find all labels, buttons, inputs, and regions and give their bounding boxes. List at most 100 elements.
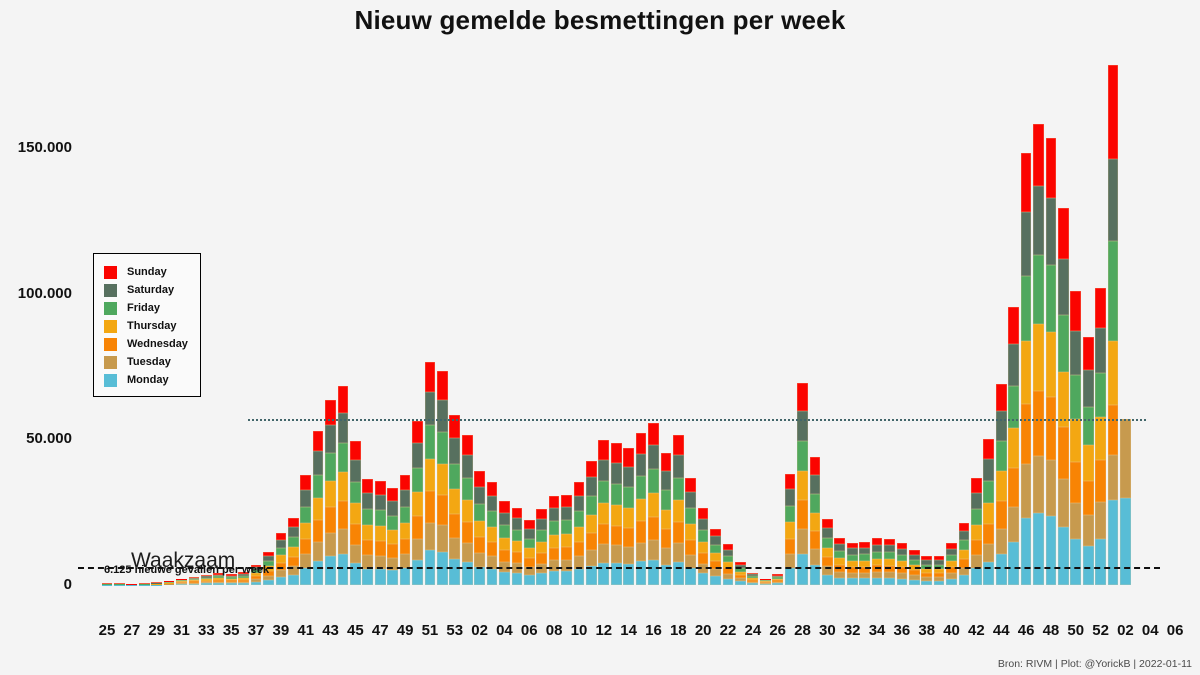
stacked-bar-week	[697, 508, 709, 585]
bar-segment-thursday	[747, 578, 759, 580]
bar-segment-friday	[759, 580, 771, 582]
bar-segment-tuesday	[374, 555, 386, 569]
bar-segment-monday	[101, 584, 113, 585]
bar-segment-wednesday	[436, 495, 448, 526]
bar-segment-tuesday	[474, 553, 485, 568]
stacked-bar-week	[126, 583, 138, 585]
stacked-bar-week	[287, 518, 299, 585]
bar-segment-friday	[598, 481, 610, 504]
legend-item: Thursday	[104, 317, 188, 335]
stacked-bar-week	[325, 400, 336, 585]
bar-segment-monday	[697, 573, 709, 585]
bar-segment-monday	[971, 568, 982, 585]
stacked-bar-week	[884, 538, 895, 585]
x-tick-label: 04	[496, 622, 513, 639]
bar-segment-wednesday	[610, 525, 622, 546]
bar-segment-monday	[536, 573, 548, 585]
bar-segment-saturday	[1033, 185, 1044, 256]
stacked-bar-week	[983, 439, 995, 585]
bar-segment-friday	[722, 555, 734, 562]
x-tick-label: 31	[173, 622, 190, 639]
bar-segment-sunday	[548, 496, 560, 509]
bar-segment-friday	[238, 576, 249, 578]
x-tick-label: 52	[1092, 622, 1109, 639]
bar-segment-thursday	[573, 526, 585, 542]
bar-segment-thursday	[921, 568, 933, 574]
x-tick-label: 18	[669, 622, 687, 639]
stacked-bar-week	[138, 583, 150, 585]
stacked-bar-week	[1045, 137, 1057, 585]
bar-segment-wednesday	[1107, 404, 1119, 455]
bar-segment-tuesday	[436, 525, 448, 552]
legend-label: Sunday	[127, 266, 167, 278]
bar-segment-friday	[350, 481, 361, 504]
bar-segment-wednesday	[337, 501, 349, 530]
bar-segment-friday	[101, 583, 113, 585]
bar-segment-wednesday	[461, 522, 473, 544]
bar-segment-saturday	[225, 575, 237, 578]
bar-segment-sunday	[511, 507, 523, 518]
legend-swatch-tuesday	[104, 355, 117, 369]
bar-segment-friday	[747, 576, 759, 579]
bar-segment-friday	[1045, 265, 1057, 333]
bar-segment-saturday	[287, 527, 299, 538]
bar-segment-wednesday	[561, 547, 572, 560]
bar-segment-tuesday	[747, 581, 759, 584]
bar-segment-friday	[586, 496, 597, 515]
bar-segment-tuesday	[685, 555, 697, 569]
bar-segment-monday	[995, 553, 1007, 585]
bar-segment-friday	[797, 440, 808, 472]
bar-segment-wednesday	[474, 537, 485, 554]
stacked-bar-week	[436, 371, 448, 585]
bar-segment-monday	[1033, 513, 1044, 585]
bar-segment-saturday	[946, 548, 957, 556]
bar-segment-friday	[263, 561, 274, 567]
bar-segment-tuesday	[1045, 459, 1057, 516]
bar-segment-sunday	[312, 430, 324, 452]
bar-segment-monday	[834, 577, 846, 585]
stacked-bar-week	[114, 583, 125, 585]
bar-segment-thursday	[275, 555, 287, 563]
bar-segment-monday	[809, 565, 821, 585]
source-credit: Bron: RIVM | Plot: @YorickB | 2022-01-11	[997, 658, 1192, 670]
bar-segment-thursday	[884, 558, 895, 566]
bar-segment-friday	[151, 583, 163, 584]
bar-segment-friday	[834, 551, 846, 559]
bar-segment-wednesday	[486, 541, 498, 557]
bar-segment-friday	[461, 477, 473, 501]
bar-segment-friday	[511, 529, 523, 542]
bar-segment-monday	[1095, 539, 1106, 585]
bar-segment-monday	[933, 580, 945, 585]
bar-segment-tuesday	[362, 555, 374, 569]
bar-segment-sunday	[126, 583, 138, 584]
bar-segment-friday	[188, 578, 200, 581]
stacked-bar-week	[523, 520, 535, 585]
stacked-bar-week	[859, 541, 870, 585]
bar-segment-saturday	[300, 490, 312, 507]
bar-segment-friday	[896, 555, 908, 562]
bar-segment-saturday	[449, 438, 461, 464]
bar-segment-friday	[412, 467, 423, 493]
bar-segment-monday	[871, 577, 883, 585]
bar-segment-saturday	[995, 411, 1007, 442]
bar-segment-thursday	[995, 471, 1007, 501]
bar-segment-saturday	[685, 492, 697, 509]
bar-segment-wednesday	[275, 563, 287, 571]
bar-segment-thursday	[337, 472, 349, 502]
bar-segment-tuesday	[424, 522, 436, 551]
bar-segment-tuesday	[983, 544, 995, 563]
bar-segment-tuesday	[623, 546, 634, 564]
bar-segment-saturday	[1107, 159, 1119, 242]
bar-segment-saturday	[474, 486, 485, 504]
bar-segment-sunday	[784, 474, 796, 490]
bar-segment-sunday	[610, 443, 622, 463]
bar-segment-wednesday	[1070, 461, 1082, 503]
bar-segment-friday	[436, 432, 448, 465]
waakzaam-label: Waakzaam	[131, 549, 236, 573]
bar-segment-wednesday	[784, 538, 796, 555]
x-tick-label: 45	[347, 622, 364, 639]
bar-segment-tuesday	[1020, 464, 1032, 519]
bar-segment-friday	[548, 521, 560, 535]
bar-segment-monday	[797, 553, 808, 585]
x-tick-label: 40	[943, 622, 960, 639]
